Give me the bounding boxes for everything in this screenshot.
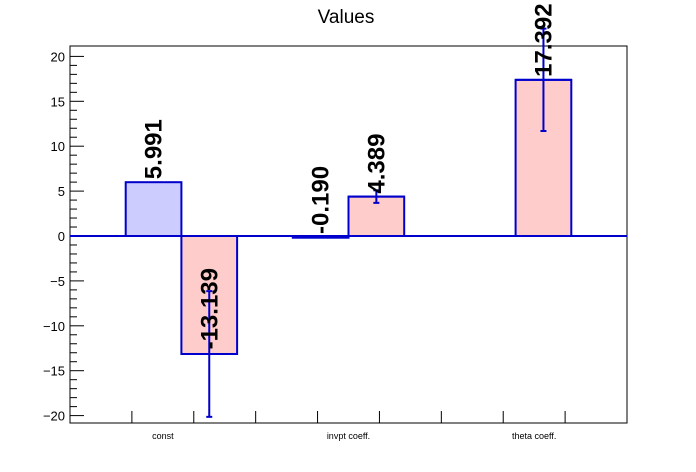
- error-bars: [181, 27, 572, 418]
- data-label: -13.139: [196, 268, 223, 349]
- x-tick-label: invpt coeff.: [327, 431, 370, 441]
- y-axis: −20 −15 −10 −5 0 5 10 15 20: [43, 49, 84, 424]
- y-tick-label: −20: [43, 409, 65, 424]
- y-tick-label: 10: [51, 139, 65, 154]
- data-labels: 5.991 -0.190 -13.139 4.389 17.392: [141, 3, 558, 349]
- y-tick-label: −10: [43, 319, 65, 334]
- y-tick-label: −15: [43, 364, 65, 379]
- data-label: 17.392: [530, 3, 557, 76]
- x-tick-label: theta coeff.: [512, 431, 556, 441]
- data-label: 5.991: [141, 119, 168, 179]
- data-label: -0.190: [308, 166, 335, 234]
- bar: [124, 181, 183, 237]
- chart-title: Values: [318, 7, 375, 28]
- plot-frame: [69, 45, 628, 424]
- x-tick-label: const: [152, 431, 174, 441]
- y-tick-label: 5: [58, 184, 65, 199]
- y-tick-label: 15: [51, 94, 65, 109]
- y-tick-label: 0: [58, 229, 65, 244]
- y-tick-label: −5: [50, 274, 65, 289]
- y-tick-label: 20: [51, 49, 65, 64]
- data-label: 4.389: [363, 134, 390, 194]
- x-axis: const invpt coeff. theta coeff.: [131, 411, 566, 441]
